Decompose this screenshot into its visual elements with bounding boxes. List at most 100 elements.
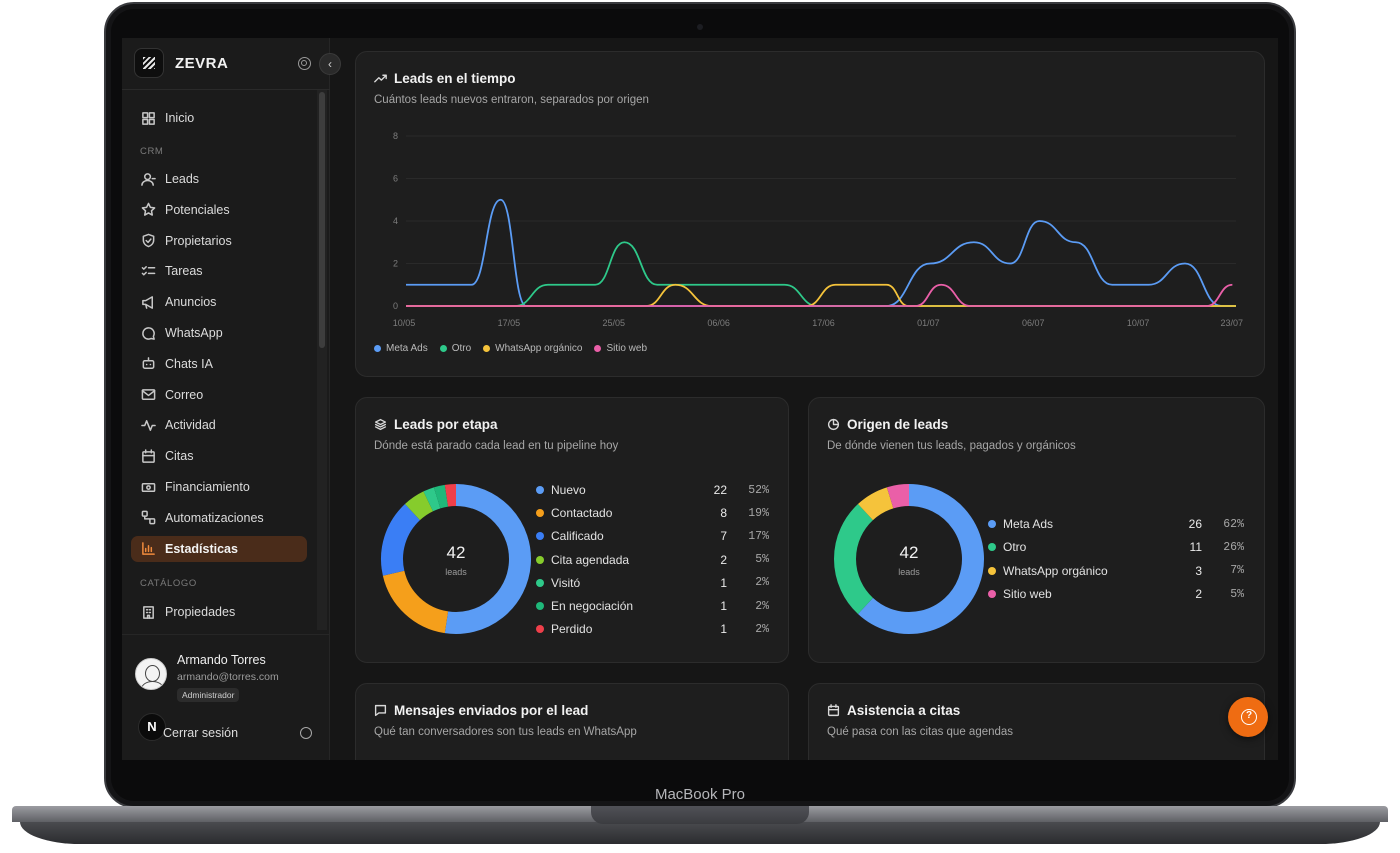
legend-dot [374, 345, 381, 352]
donut-slice-2[interactable] [857, 487, 894, 521]
star-icon [140, 202, 156, 218]
sidebar-item-automatizaciones[interactable]: Automatizaciones [131, 505, 307, 531]
sidebar-item-actividad[interactable]: Actividad [131, 412, 307, 438]
sidebar-item-propietarios[interactable]: Propietarios [131, 228, 307, 254]
donut-total: 42 [899, 543, 919, 562]
donut-slice-4[interactable] [423, 487, 441, 512]
legend-item[interactable]: WhatsApp orgánico [483, 343, 582, 354]
layers-icon [374, 418, 387, 431]
sidebar-divider [122, 89, 330, 90]
legend-item[interactable]: Meta Ads [374, 343, 428, 354]
legend-row[interactable]: En negociación 1 2% [536, 598, 769, 614]
series-line-0[interactable] [406, 198, 1236, 307]
legend-row[interactable]: Sitio web 2 5% [988, 586, 1244, 602]
sidebar-item-label: WhatsApp [165, 326, 223, 340]
sidebar-item-whatsapp[interactable]: WhatsApp [131, 320, 307, 346]
asistencia-panel-subtitle: Qué pasa con las citas que agendas [827, 726, 1014, 738]
legend-row[interactable]: Meta Ads 26 62% [988, 516, 1244, 532]
legend-dot [439, 345, 447, 352]
collapse-sidebar-button[interactable]: ‹ [319, 53, 341, 75]
sidebar-item-tareas[interactable]: Tareas [131, 258, 307, 284]
donut-slice-5[interactable] [433, 484, 449, 509]
line-chart[interactable]: 0 2 4 6 8 10/05 17/05 25/05 06/06 17/06 01/07 06/07… [356, 52, 1265, 342]
sidebar-item-correo[interactable]: Correo [131, 382, 307, 408]
legend-row[interactable]: Visitó 1 2% [536, 575, 769, 591]
y-tick-label: 0 [393, 301, 398, 311]
legend-row[interactable]: Cita agendada 2 5% [536, 552, 769, 568]
messages-panel: Mensajes enviados por el lead Qué tan co… [355, 683, 789, 760]
donut-slice-1[interactable] [834, 504, 874, 614]
sidebar-item-financiamiento[interactable]: Financiamiento [131, 474, 307, 500]
sidebar-item-citas[interactable]: Citas [131, 443, 307, 469]
stage-donut-chart[interactable] [376, 479, 536, 639]
legend-item[interactable]: Sitio web [594, 343, 647, 354]
legend-label: Perdido [551, 622, 593, 637]
source-donut-chart[interactable] [829, 479, 989, 639]
legend-percent: 2% [755, 622, 769, 636]
leads-by-stage-panel: Leads por etapa Dónde está parado cada l… [355, 397, 789, 663]
legend-row[interactable]: Calificado 7 17% [536, 528, 769, 544]
lead-source-panel: Origen de leads De dónde vienen tus lead… [808, 397, 1265, 663]
logout-button[interactable]: Cerrar sesión [163, 726, 239, 740]
donut-slice-1[interactable] [382, 570, 449, 634]
role-badge: Administrador [177, 688, 240, 702]
legend-percent: 17% [748, 529, 769, 543]
x-tick-label: 06/07 [1022, 318, 1045, 328]
donut-total: 42 [446, 543, 466, 562]
legend-item[interactable]: Otro [439, 343, 471, 354]
avatar[interactable] [135, 658, 167, 690]
sidebar-item-anuncios[interactable]: Anuncios [131, 289, 307, 315]
donut-slice-0[interactable] [444, 484, 531, 634]
sidebar-scrollbar[interactable] [319, 92, 325, 348]
y-tick-label: 4 [393, 216, 398, 226]
legend-row[interactable]: Perdido 1 2% [536, 621, 769, 637]
user-block: Armando Torres armando@torres.com Admini… [122, 634, 330, 760]
legend-row[interactable]: Nuevo 22 52% [536, 482, 769, 498]
user-email: armando@torres.com [177, 671, 279, 683]
donut-slice-6[interactable] [444, 484, 457, 507]
legend-row[interactable]: Contactado 8 19% [536, 505, 769, 521]
donut-slice-2[interactable] [381, 504, 421, 576]
legend-label: Calificado [551, 529, 604, 544]
legend-dot [988, 566, 996, 575]
sidebar-item-label: Inicio [165, 111, 195, 125]
camera-dot [697, 24, 703, 30]
sidebar-item-estad-sticas[interactable]: Estadísticas [131, 535, 307, 562]
donut-slice-3[interactable] [886, 484, 910, 509]
donut-total-label: leads [898, 567, 920, 577]
legend-row[interactable]: WhatsApp orgánico 3 7% [988, 563, 1244, 579]
legend-percent: 19% [748, 506, 769, 520]
legend-row[interactable]: Otro 11 26% [988, 539, 1244, 555]
sidebar-item-label: Tareas [165, 264, 203, 279]
banknote-icon [140, 479, 156, 495]
sidebar-item-inicio[interactable]: Inicio [131, 105, 307, 131]
legend-label: Contactado [551, 506, 613, 521]
sun-icon[interactable] [300, 727, 312, 739]
building-icon [140, 604, 156, 620]
megaphone-icon [140, 294, 156, 310]
legend-count: 8 [720, 506, 727, 521]
sidebar-item-chats-ia[interactable]: Chats IA [131, 351, 307, 377]
sidebar-item-potenciales[interactable]: Potenciales [131, 197, 307, 223]
sidebar-item-propiedades[interactable]: Propiedades [131, 599, 307, 625]
legend-label: Meta Ads [386, 343, 428, 354]
brand-logo-icon[interactable] [134, 48, 164, 78]
section-label-catalogo: CATÁLOGO [140, 578, 197, 589]
legend-dot [483, 345, 491, 352]
series-line-3[interactable] [406, 283, 1233, 307]
origen-panel-subtitle: De dónde vienen tus leads, pagados y org… [827, 440, 1076, 452]
mensajes-panel-title: Mensajes enviados por el lead [394, 703, 589, 718]
target-icon[interactable] [298, 57, 311, 70]
trending-up-icon [374, 74, 387, 83]
sidebar-item-leads[interactable]: Leads [131, 166, 307, 192]
bot-icon [140, 356, 156, 372]
legend-label: Otro [1003, 540, 1027, 555]
attendance-panel: Asistencia a citas Qué pasa con las cita… [808, 683, 1265, 760]
help-button[interactable] [1228, 697, 1268, 737]
donut-slice-3[interactable] [404, 491, 434, 521]
asistencia-panel-title: Asistencia a citas [847, 703, 961, 718]
user-name: Armando Torres [177, 653, 266, 667]
sidebar-item-label: Financiamiento [165, 480, 250, 494]
brand-name: ZEVRA [175, 55, 229, 72]
donut-slice-0[interactable] [858, 484, 984, 634]
